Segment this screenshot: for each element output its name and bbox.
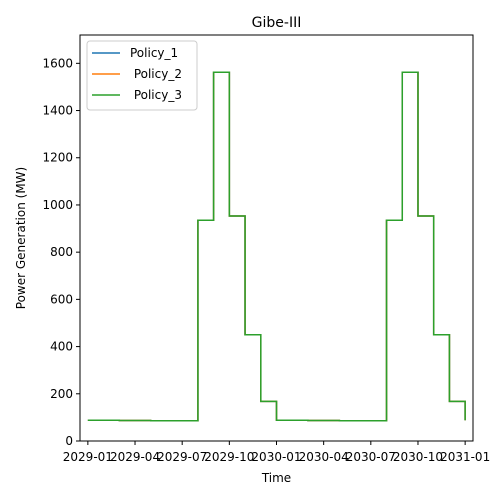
y-tick-label: 400 (50, 340, 73, 354)
x-tick-label: 2029-07 (157, 450, 207, 464)
legend: Policy_1 Policy_2 Policy_3 (86, 40, 198, 111)
x-tick-label: 2030-01 (251, 450, 301, 464)
y-tick-label: 200 (50, 387, 73, 401)
y-axis-label: Power Generation (MW) (14, 167, 28, 309)
x-tick-label: 2029-01 (63, 450, 113, 464)
y-tick-label: 1400 (42, 104, 73, 118)
x-tick-label: 2031-01 (440, 450, 490, 464)
plot-lines (87, 71, 466, 422)
legend-box (86, 40, 198, 111)
y-tick-label: 800 (50, 245, 73, 259)
y-tick-label: 0 (65, 434, 73, 448)
x-tick-label: 2029-10 (204, 450, 254, 464)
legend-label-2: Policy_2 (130, 67, 182, 81)
y-tick-label: 1200 (42, 151, 73, 165)
x-tick-label: 2029-04 (110, 450, 160, 464)
y-tick-label: 1000 (42, 198, 73, 212)
chart-title: Gibe-III (252, 15, 302, 31)
x-tick-label: 2030-07 (346, 450, 396, 464)
y-tick-label: 1600 (42, 56, 73, 70)
x-tick-label: 2030-10 (393, 450, 443, 464)
series-line-3 (87, 71, 466, 422)
y-axis: 0 200 400 600 800 1000 1200 1400 1600 (42, 56, 80, 448)
y-tick-label: 600 (50, 292, 73, 306)
x-tick-label: 2030-04 (299, 450, 349, 464)
legend-label-1: Policy_1 (130, 46, 178, 60)
x-axis-label: Time (261, 471, 291, 485)
legend-label-3: Policy_3 (130, 88, 182, 102)
x-axis: 2029-012029-042029-072029-102030-012030-… (63, 441, 490, 464)
